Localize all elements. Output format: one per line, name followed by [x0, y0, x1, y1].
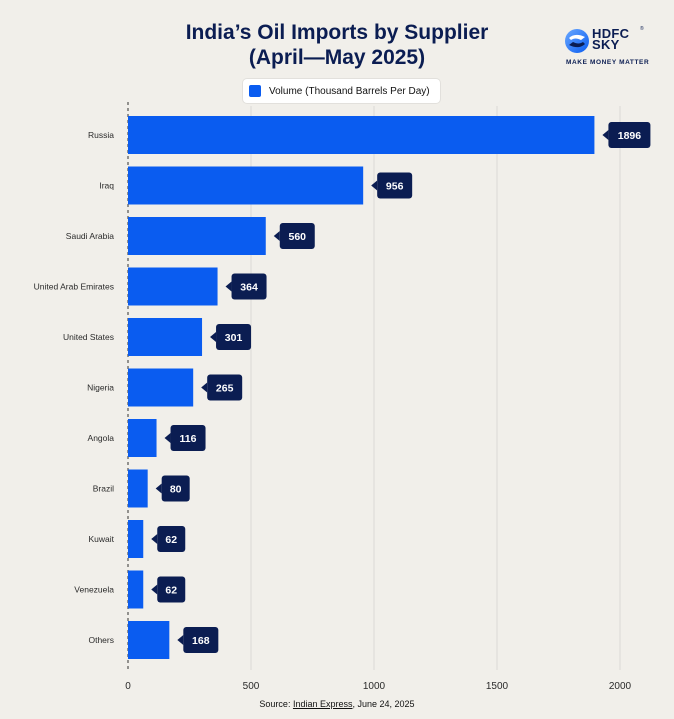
bar-russia: [128, 116, 595, 154]
legend-swatch: [249, 85, 261, 97]
value-label-box-nigeria: [207, 374, 243, 401]
category-label-saudi-arabia: Saudi Arabia: [66, 231, 114, 241]
value-label-box-venezuela: [157, 576, 186, 603]
category-label-russia: Russia: [88, 130, 114, 140]
bar-others: [128, 621, 170, 659]
value-label-box-others: [183, 627, 219, 653]
bar-iraq: [128, 166, 364, 205]
source-date: , June 24, 2025: [352, 699, 415, 709]
value-label-box-kuwait: [157, 526, 186, 552]
value-label-box-united-states: [216, 324, 252, 350]
value-label-pointer-kuwait: [151, 534, 158, 544]
value-label-others: 168: [192, 635, 210, 647]
x-tick-label-1000: 1000: [363, 681, 386, 692]
value-label-pointer-brazil: [155, 483, 162, 494]
value-label-pointer-russia: [602, 130, 609, 140]
value-label-united-arab-emirates: 364: [240, 282, 258, 294]
category-label-united-states: United States: [63, 332, 114, 342]
bar-angola: [128, 419, 157, 457]
category-label-angola: Angola: [88, 433, 115, 443]
logo-wordmark: HDFC SKY: [592, 26, 630, 52]
value-label-box-brazil: [161, 475, 190, 502]
bar-brazil: [128, 469, 148, 508]
category-label-iraq: Iraq: [99, 181, 114, 191]
chart-title: India’s Oil Imports by Supplier (April—M…: [0, 20, 674, 70]
value-label-brazil: 80: [170, 484, 182, 496]
bar-kuwait: [128, 520, 144, 558]
value-label-pointer-saudi-arabia: [273, 231, 280, 241]
value-label-iraq: 956: [386, 181, 404, 193]
value-label-united-states: 301: [225, 332, 243, 344]
value-label-kuwait: 62: [165, 534, 177, 546]
bar-united-states: [128, 318, 203, 356]
source-prefix: Source:: [259, 699, 293, 709]
value-label-pointer-others: [177, 635, 184, 645]
value-label-angola: 116: [180, 433, 197, 445]
chart-title-line-2: (April—May 2025): [248, 46, 426, 69]
source-note: Source: Indian Express, June 24, 2025: [0, 699, 674, 709]
value-label-venezuela: 62: [165, 585, 177, 597]
category-label-others: Others: [88, 635, 114, 645]
value-label-pointer-venezuela: [151, 584, 158, 595]
bar-saudi-arabia: [128, 217, 266, 255]
value-label-nigeria: 265: [216, 383, 234, 395]
hdfc-sky-emblem-icon: [565, 29, 589, 53]
value-label-pointer-united-arab-emirates: [225, 281, 232, 292]
logo-tagline: MAKE MONEY MATTER: [566, 59, 650, 66]
x-tick-label-1500: 1500: [486, 681, 509, 692]
value-label-box-russia: [608, 122, 651, 148]
bar-united-arab-emirates: [128, 267, 218, 306]
category-label-united-arab-emirates: United Arab Emirates: [34, 282, 114, 292]
source-link[interactable]: Indian Express: [292, 699, 353, 709]
category-label-kuwait: Kuwait: [88, 534, 114, 544]
value-label-pointer-angola: [164, 433, 171, 443]
value-label-russia: 1896: [618, 130, 642, 142]
chart-title-line-1: India’s Oil Imports by Supplier: [185, 21, 489, 44]
value-label-box-saudi-arabia: [279, 223, 315, 249]
value-label-pointer-iraq: [371, 180, 378, 191]
value-label-pointer-nigeria: [201, 382, 208, 393]
x-tick-label-0: 0: [125, 681, 131, 692]
value-label-pointer-united-states: [210, 332, 217, 342]
hdfc-sky-logo: HDFC SKY ® MAKE MONEY MATTER: [564, 26, 660, 72]
category-label-venezuela: Venezuela: [74, 585, 114, 595]
x-tick-label-500: 500: [243, 681, 260, 692]
category-label-nigeria: Nigeria: [87, 383, 114, 393]
legend-label: Volume (Thousand Barrels Per Day): [269, 85, 430, 97]
x-tick-label-2000: 2000: [609, 681, 632, 692]
value-label-box-angola: [170, 425, 206, 451]
value-label-box-united-arab-emirates: [231, 273, 267, 300]
bar-nigeria: [128, 368, 194, 407]
bar-venezuela: [128, 570, 144, 609]
registered-mark: ®: [640, 26, 644, 32]
category-label-brazil: Brazil: [93, 484, 114, 494]
value-label-saudi-arabia: 560: [288, 231, 306, 243]
value-label-box-iraq: [377, 172, 413, 199]
chart-legend: Volume (Thousand Barrels Per Day): [243, 79, 440, 103]
